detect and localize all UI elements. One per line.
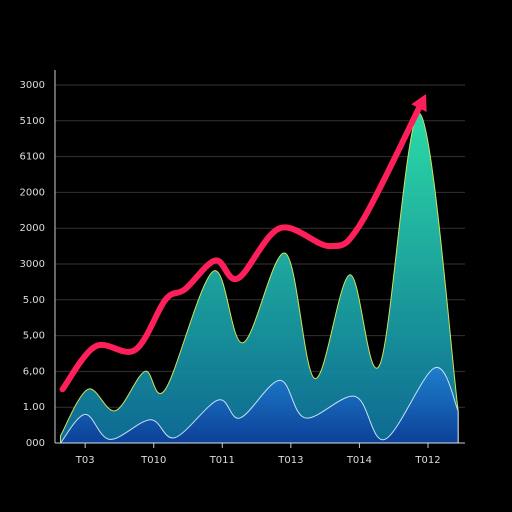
y-tick-label: 6100: [20, 152, 45, 163]
y-tick-label: 5,00: [23, 331, 45, 342]
x-tick-label: T011: [209, 455, 235, 466]
y-tick-label: 5.00: [23, 295, 45, 306]
y-tick-label: 000: [26, 438, 45, 449]
x-tick-label: T014: [346, 455, 372, 466]
y-tick-label: 2000: [20, 223, 45, 234]
y-tick-label: 3000: [20, 80, 45, 91]
area: [59, 367, 459, 444]
area: [59, 113, 459, 444]
y-tick-label: 3000: [20, 259, 45, 270]
y-tick-label: 1.00: [23, 402, 45, 413]
x-tick-label: T012: [414, 455, 440, 466]
x-tick-label: T013: [277, 455, 303, 466]
arrow-head: [411, 93, 427, 112]
y-tick-label: 5100: [20, 116, 45, 127]
trend-line: [59, 103, 423, 393]
x-tick-label: T010: [140, 455, 166, 466]
x-tick-label: T03: [75, 455, 95, 466]
y-tick-label: 6,00: [23, 366, 45, 377]
y-tick-label: 2000: [20, 187, 45, 198]
